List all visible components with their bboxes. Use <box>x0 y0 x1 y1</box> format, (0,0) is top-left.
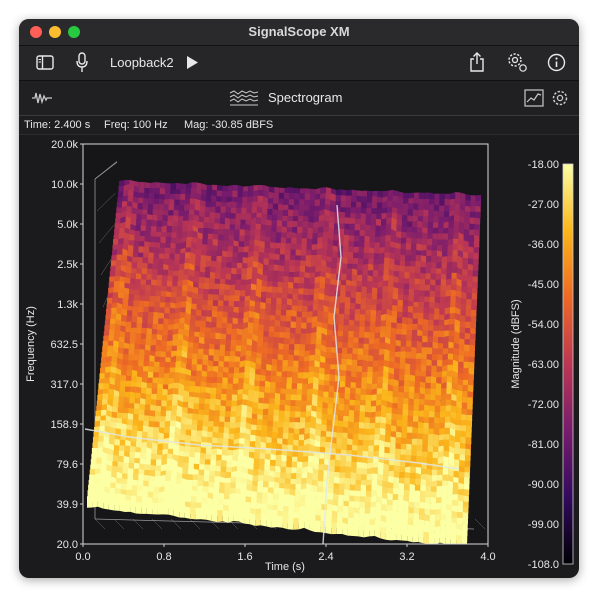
x-axis-label: Time (s) <box>265 561 305 573</box>
colorbar <box>562 163 574 565</box>
info-icon[interactable] <box>547 53 566 72</box>
colorbar-tick-label: -90.00 <box>528 479 559 491</box>
y-tick-label: 158.9 <box>50 419 78 431</box>
close-window-button[interactable] <box>30 26 42 38</box>
view-bar: Spectrogram <box>19 81 579 116</box>
x-tick-label: 0.0 <box>75 551 90 563</box>
cursor-readout: Time: 2.400 s Freq: 100 Hz Mag: -30.85 d… <box>19 116 579 135</box>
colorbar-tick-label: -72.00 <box>528 399 559 411</box>
toolbar: Loopback2 <box>19 46 579 81</box>
y-tick-label: 20.0k <box>51 139 78 151</box>
colorbar-tick-label: -27.00 <box>528 199 559 211</box>
colorbar-tick-label: -36.00 <box>528 239 559 251</box>
settings-gear-icon[interactable] <box>505 50 529 74</box>
colorbar-label: Magnitude (dBFS) <box>510 299 522 388</box>
colorbar-tick-label: -45.00 <box>528 279 559 291</box>
x-tick-label: 0.8 <box>156 551 171 563</box>
source-label[interactable]: Loopback2 <box>110 55 174 70</box>
sidebar-icon[interactable] <box>36 55 54 70</box>
cursor-lines <box>84 204 460 544</box>
zoom-window-button[interactable] <box>68 26 80 38</box>
spectrogram-surface <box>87 179 481 544</box>
colorbar-tick-label: -81.00 <box>528 439 559 451</box>
freq-cursor-line <box>84 428 460 470</box>
microphone-icon[interactable] <box>75 52 89 74</box>
y-tick-label: 10.0k <box>51 179 78 191</box>
colorbar-tick-label: -18.00 <box>528 159 559 171</box>
readout-freq: Freq: 100 Hz <box>104 119 168 131</box>
spectrogram-icon <box>229 90 259 106</box>
readout-time: Time: 2.400 s <box>24 119 91 131</box>
colorbar-tick-label: -63.00 <box>528 359 559 371</box>
y-tick-label: 632.5 <box>50 339 78 351</box>
y-tick-label: 5.0k <box>57 219 78 231</box>
colorbar-tick-label: -108.0 <box>528 559 559 571</box>
window-title: SignalScope XM <box>248 24 350 39</box>
app-window: SignalScope XM Loopback2 <box>19 19 579 578</box>
x-tick-label: 3.2 <box>399 551 414 563</box>
spectrogram-chart[interactable]: 20.0k 10.0k 5.0k 2.5k 1.3k 632.5 317.0 158.9 79.… <box>19 137 579 578</box>
y-tick-label: 317.0 <box>50 379 78 391</box>
colorbar-tick-label: -54.00 <box>528 319 559 331</box>
minimize-window-button[interactable] <box>49 26 61 38</box>
y-tick-label: 1.3k <box>57 299 78 311</box>
view-title: Spectrogram <box>268 90 343 105</box>
y-axis-label: Frequency (Hz) <box>25 306 37 382</box>
y-tick-label: 39.9 <box>57 499 78 511</box>
gear-icon[interactable] <box>551 89 569 107</box>
y-axis: 20.0k 10.0k 5.0k 2.5k 1.3k 632.5 317.0 158.9 79.… <box>50 139 83 551</box>
x-tick-label: 2.4 <box>318 551 333 563</box>
x-tick-label: 4.0 <box>480 551 495 563</box>
waveform-icon[interactable] <box>31 91 53 105</box>
x-axis: 0.0 0.8 1.6 2.4 3.2 4.0 <box>75 544 496 563</box>
y-tick-label: 20.0 <box>57 539 78 551</box>
play-icon[interactable] <box>185 55 199 70</box>
y-tick-label: 2.5k <box>57 259 78 271</box>
y-tick-label: 79.6 <box>57 459 78 471</box>
colorbar-tick-label: -99.00 <box>528 519 559 531</box>
time-cursor-line <box>322 204 342 544</box>
share-icon[interactable] <box>469 51 485 73</box>
x-tick-label: 1.6 <box>237 551 252 563</box>
graph-icon[interactable] <box>524 89 544 107</box>
readout-mag: Mag: -30.85 dBFS <box>184 119 274 131</box>
colorbar-ticks: -18.00 -27.00 -36.00 -45.00 -54.00 -63.00 -72.… <box>528 159 559 571</box>
title-bar: SignalScope XM <box>19 19 579 46</box>
